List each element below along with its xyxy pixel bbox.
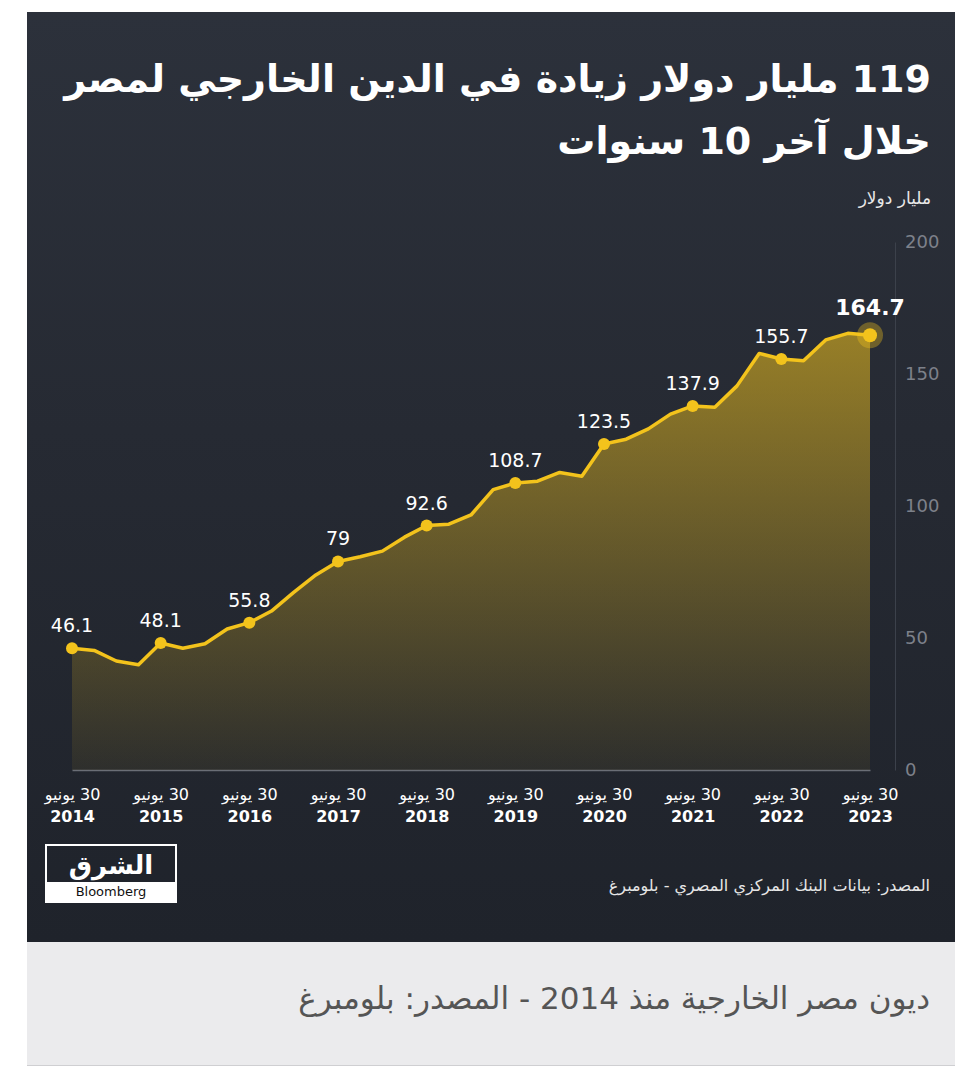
x-tick-label: 30 يونيو 2016 (221, 785, 278, 826)
x-tick-label: 30 يونيو 2014 (44, 785, 101, 826)
x-tick-label-line: 30 يونيو (753, 785, 810, 805)
y-tick-label: 0 (905, 759, 916, 780)
logo-name: الشرق (47, 846, 175, 882)
data-label: 48.1 (140, 609, 182, 631)
x-tick-label-line: 2016 (228, 807, 273, 826)
data-labels: 46.1 48.1 55.8 79 92.6 108.7 123.5 137.9 155.7 16… (51, 295, 905, 636)
y-axis-line (895, 243, 896, 771)
logo-partner: Bloomberg (47, 882, 175, 901)
line (72, 333, 870, 664)
marker (775, 353, 787, 365)
data-label: 92.6 (406, 492, 448, 514)
y-axis-title: مليار دولار (859, 188, 931, 208)
x-tick: 30 يونيو 2017 (310, 770, 367, 826)
data-label: 164.7 (835, 295, 905, 320)
data-label: 155.7 (754, 325, 808, 347)
chart-title: 119 مليار دولار زيادة في الدين الخارجي ل… (51, 48, 931, 172)
x-tick-label-line: 2021 (671, 807, 716, 826)
x-tick-label: 30 يونيو 2015 (132, 785, 189, 826)
x-tick-label: 30 يونيو 2019 (487, 785, 544, 826)
x-tick-label-line: 2019 (494, 807, 539, 826)
x-tick: 30 يونيو 2019 (487, 770, 544, 826)
x-tick: 30 يونيو 2016 (221, 770, 278, 826)
marker (155, 637, 167, 649)
x-tick-label-line: 2018 (405, 807, 450, 826)
y-tick-label: 200 (905, 231, 939, 252)
x-tick-label-line: 2023 (848, 807, 893, 826)
marker (598, 438, 610, 450)
data-label: 123.5 (577, 410, 631, 432)
chart-svg: 05010015020030 يونيو201430 يونيو201530 ي… (27, 12, 955, 942)
area (72, 333, 870, 770)
x-tick-label: 30 يونيو 2023 (842, 785, 899, 826)
x-tick-label-line: 2015 (139, 807, 184, 826)
y-tick-label: 100 (905, 495, 939, 516)
data-label: 137.9 (665, 372, 719, 394)
y-tick-label: 50 (905, 627, 928, 648)
x-tick-label-line: 30 يونيو (398, 785, 455, 805)
x-tick-label-line: 30 يونيو (842, 785, 899, 805)
caption: ديون مصر الخارجية منذ 2014 - المصدر: بلو… (298, 980, 930, 1016)
marker (332, 555, 344, 567)
x-tick: 30 يونيو 2015 (132, 770, 189, 826)
x-tick-label-line: 30 يونيو (310, 785, 367, 805)
marker (509, 477, 521, 489)
x-tick-label: 30 يونيو 2022 (753, 785, 810, 826)
source-note: المصدر: بيانات البنك المركزي المصري - بل… (609, 876, 930, 895)
y-tick: 50 (895, 627, 928, 648)
marker (66, 642, 78, 654)
x-tick-label: 30 يونيو 2020 (576, 785, 633, 826)
marker (863, 328, 877, 342)
x-tick-label-line: 30 يونيو (221, 785, 278, 805)
x-tick-label-line: 30 يونيو (487, 785, 544, 805)
x-tick-label: 30 يونيو 2021 (664, 785, 721, 826)
marker (243, 617, 255, 629)
plot-area (66, 322, 883, 770)
x-tick-label-line: 30 يونيو (576, 785, 633, 805)
x-tick-label: 30 يونيو 2018 (398, 785, 455, 826)
chart-panel: 119 مليار دولار زيادة في الدين الخارجي ل… (27, 12, 955, 942)
x-tick-label-line: 30 يونيو (132, 785, 189, 805)
x-tick-label-line: 2022 (760, 807, 805, 826)
x-tick-label-line: 30 يونيو (664, 785, 721, 805)
y-tick: 150 (895, 363, 939, 384)
data-label: 55.8 (228, 589, 270, 611)
x-tick-label-line: 30 يونيو (44, 785, 101, 805)
x-tick: 30 يونيو 2020 (576, 770, 633, 826)
marker (687, 400, 699, 412)
x-tick: 30 يونيو 2023 (842, 770, 899, 826)
x-tick: 30 يونيو 2014 (44, 770, 101, 826)
x-tick-label-line: 2020 (582, 807, 627, 826)
y-tick-label: 150 (905, 363, 939, 384)
x-tick-label-line: 2017 (316, 807, 361, 826)
x-axis: 30 يونيو201430 يونيو201530 يونيو201630 ي… (44, 770, 899, 826)
marker-glow (857, 322, 883, 348)
x-tick: 30 يونيو 2021 (664, 770, 721, 826)
y-tick: 100 (895, 495, 939, 516)
x-tick-label-line: 2014 (50, 807, 95, 826)
caption-box: ديون مصر الخارجية منذ 2014 - المصدر: بلو… (27, 942, 955, 1066)
marker (421, 520, 433, 532)
data-label: 79 (326, 527, 350, 549)
data-label: 108.7 (488, 449, 542, 471)
data-label: 46.1 (51, 614, 93, 636)
x-tick-label: 30 يونيو 2017 (310, 785, 367, 826)
y-tick: 0 (895, 759, 916, 780)
logo: الشرقBloomberg (45, 844, 177, 903)
x-tick: 30 يونيو 2022 (753, 770, 810, 826)
y-tick: 200 (895, 231, 939, 252)
x-tick: 30 يونيو 2018 (398, 770, 455, 826)
